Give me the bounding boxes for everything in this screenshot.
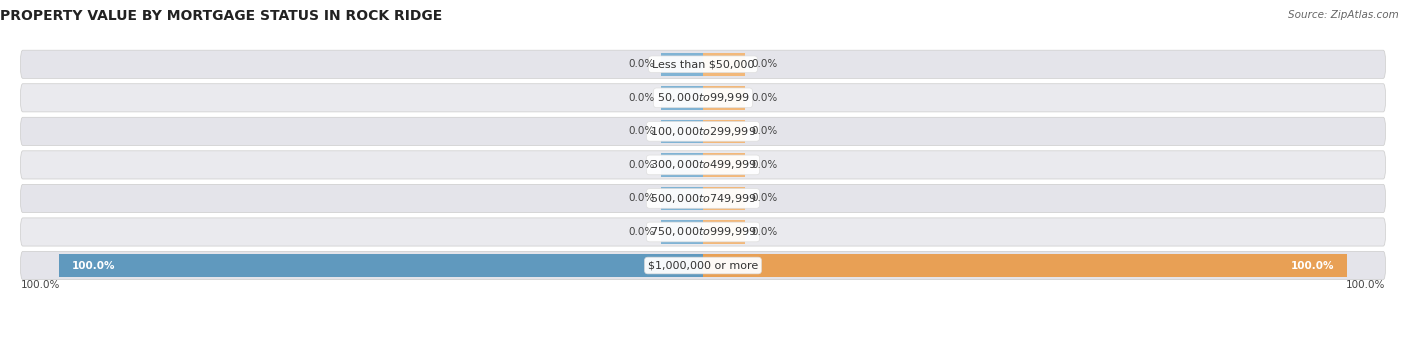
FancyBboxPatch shape [21, 218, 1385, 246]
Bar [703, 120, 745, 143]
Bar [59, 254, 703, 277]
Text: 0.0%: 0.0% [628, 227, 655, 237]
Bar [703, 220, 745, 244]
Text: 0.0%: 0.0% [751, 193, 778, 203]
Text: 100.0%: 100.0% [21, 280, 60, 290]
Text: Source: ZipAtlas.com: Source: ZipAtlas.com [1288, 10, 1399, 20]
FancyBboxPatch shape [21, 151, 1385, 179]
Bar [661, 220, 703, 244]
Text: 0.0%: 0.0% [628, 126, 655, 136]
Text: 100.0%: 100.0% [1291, 260, 1334, 271]
Bar [661, 53, 703, 76]
Text: 0.0%: 0.0% [628, 160, 655, 170]
Text: 0.0%: 0.0% [751, 59, 778, 69]
Legend: Without Mortgage, With Mortgage: Without Mortgage, With Mortgage [572, 335, 834, 340]
FancyBboxPatch shape [21, 84, 1385, 112]
Bar [661, 86, 703, 109]
Bar [703, 153, 745, 177]
Text: $100,000 to $299,999: $100,000 to $299,999 [650, 125, 756, 138]
Text: 0.0%: 0.0% [628, 193, 655, 203]
Text: PROPERTY VALUE BY MORTGAGE STATUS IN ROCK RIDGE: PROPERTY VALUE BY MORTGAGE STATUS IN ROC… [0, 10, 443, 23]
Text: 0.0%: 0.0% [628, 93, 655, 103]
FancyBboxPatch shape [21, 117, 1385, 146]
Text: $50,000 to $99,999: $50,000 to $99,999 [657, 91, 749, 104]
Text: $500,000 to $749,999: $500,000 to $749,999 [650, 192, 756, 205]
Text: $1,000,000 or more: $1,000,000 or more [648, 260, 758, 271]
Bar [703, 53, 745, 76]
FancyBboxPatch shape [21, 252, 1385, 279]
Text: Less than $50,000: Less than $50,000 [652, 59, 754, 69]
Text: 0.0%: 0.0% [751, 93, 778, 103]
Text: 100.0%: 100.0% [1346, 280, 1385, 290]
Bar [703, 187, 745, 210]
FancyBboxPatch shape [21, 184, 1385, 212]
Text: 0.0%: 0.0% [751, 126, 778, 136]
Bar [661, 120, 703, 143]
Text: 0.0%: 0.0% [628, 59, 655, 69]
Text: 100.0%: 100.0% [72, 260, 115, 271]
Text: 0.0%: 0.0% [751, 227, 778, 237]
Text: $300,000 to $499,999: $300,000 to $499,999 [650, 158, 756, 171]
Text: 0.0%: 0.0% [751, 160, 778, 170]
FancyBboxPatch shape [21, 50, 1385, 78]
Text: $750,000 to $999,999: $750,000 to $999,999 [650, 225, 756, 238]
Bar [703, 254, 1347, 277]
Bar [661, 187, 703, 210]
Bar [703, 86, 745, 109]
Bar [661, 153, 703, 177]
